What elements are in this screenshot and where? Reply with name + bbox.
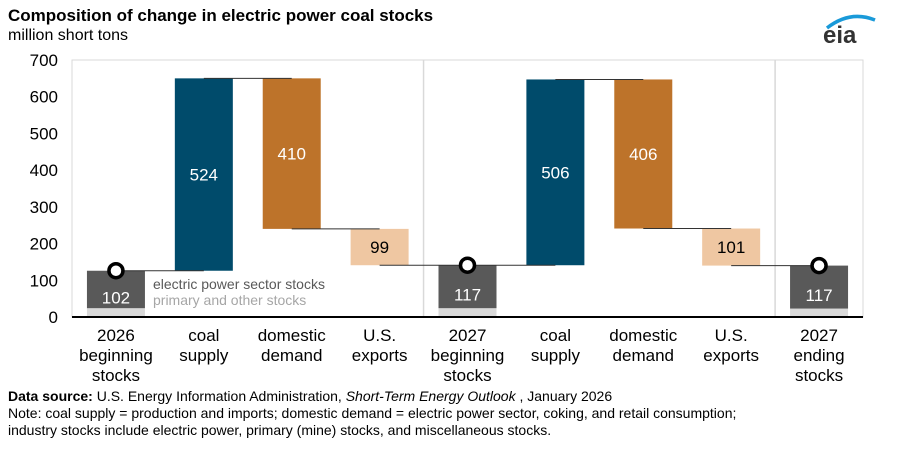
bar-decrease — [262, 78, 321, 229]
x-category-label: domestic demand — [258, 326, 327, 365]
x-category-label: coal supply — [179, 326, 229, 365]
bar-value-label: 410 — [278, 145, 306, 164]
stock-level-marker — [107, 261, 125, 280]
y-tick-label: 600 — [30, 88, 58, 107]
x-category-label: domestic demand — [609, 326, 678, 365]
bar-decrease_exports — [702, 228, 761, 266]
chart-footer: Data source: U.S. Energy Information Adm… — [8, 388, 736, 439]
bar-primary-other-stocks — [438, 308, 497, 317]
bar-value-label: 101 — [717, 238, 745, 257]
bar-value-label: 506 — [541, 163, 569, 182]
y-tick-label: 100 — [30, 271, 58, 290]
bar-increase — [526, 79, 585, 266]
x-category-label: 2026 beginning stocks — [79, 326, 153, 385]
y-tick-label: 200 — [30, 235, 58, 254]
eia-logo: eia — [823, 14, 876, 48]
legend-primary-other: primary and other stocks — [153, 292, 306, 308]
bar-decrease — [614, 79, 673, 229]
bar-value-label: 102 — [102, 288, 130, 307]
stock-level-marker — [810, 256, 828, 275]
y-tick-label: 300 — [30, 198, 58, 217]
x-category-label: 2027 ending stocks — [794, 326, 845, 385]
svg-text:eia: eia — [823, 22, 857, 48]
note-line-2: industry stocks include electric power, … — [8, 422, 552, 438]
stock-level-marker — [458, 256, 477, 274]
x-category-label: 2027 beginning stocks — [431, 326, 505, 385]
chart-unit-label: million short tons — [8, 27, 129, 44]
bar-value-label: 406 — [629, 145, 657, 164]
y-tick-label: 400 — [30, 161, 58, 180]
data-source: Data source: U.S. Energy Information Adm… — [8, 388, 613, 404]
bar-primary-other-stocks — [790, 308, 849, 317]
bar-value-label: 117 — [454, 286, 481, 305]
y-tick-label: 500 — [30, 124, 58, 143]
bar-increase — [174, 78, 233, 271]
bar-primary-other-stocks — [86, 308, 145, 317]
bar-value-label: 524 — [190, 166, 218, 185]
waterfall-chart: 0 100 200 300 400 500 600 700 102 524 410 99 117 506 4… — [30, 51, 864, 385]
x-category-label: U.S. exports — [352, 326, 408, 365]
note-line-1: Note: coal supply = production and impor… — [8, 405, 737, 421]
x-category-label: U.S. exports — [703, 326, 759, 365]
y-tick-label: 700 — [30, 51, 58, 70]
legend-electric-power: electric power sector stocks — [153, 276, 325, 292]
x-category-label: coal supply — [531, 326, 581, 365]
y-tick-label: 0 — [49, 308, 58, 327]
chart-title: Composition of change in electric power … — [8, 6, 434, 25]
bar-value-label: 117 — [806, 286, 833, 305]
bar-decrease_exports — [350, 228, 409, 266]
bar-value-label: 99 — [370, 238, 389, 257]
